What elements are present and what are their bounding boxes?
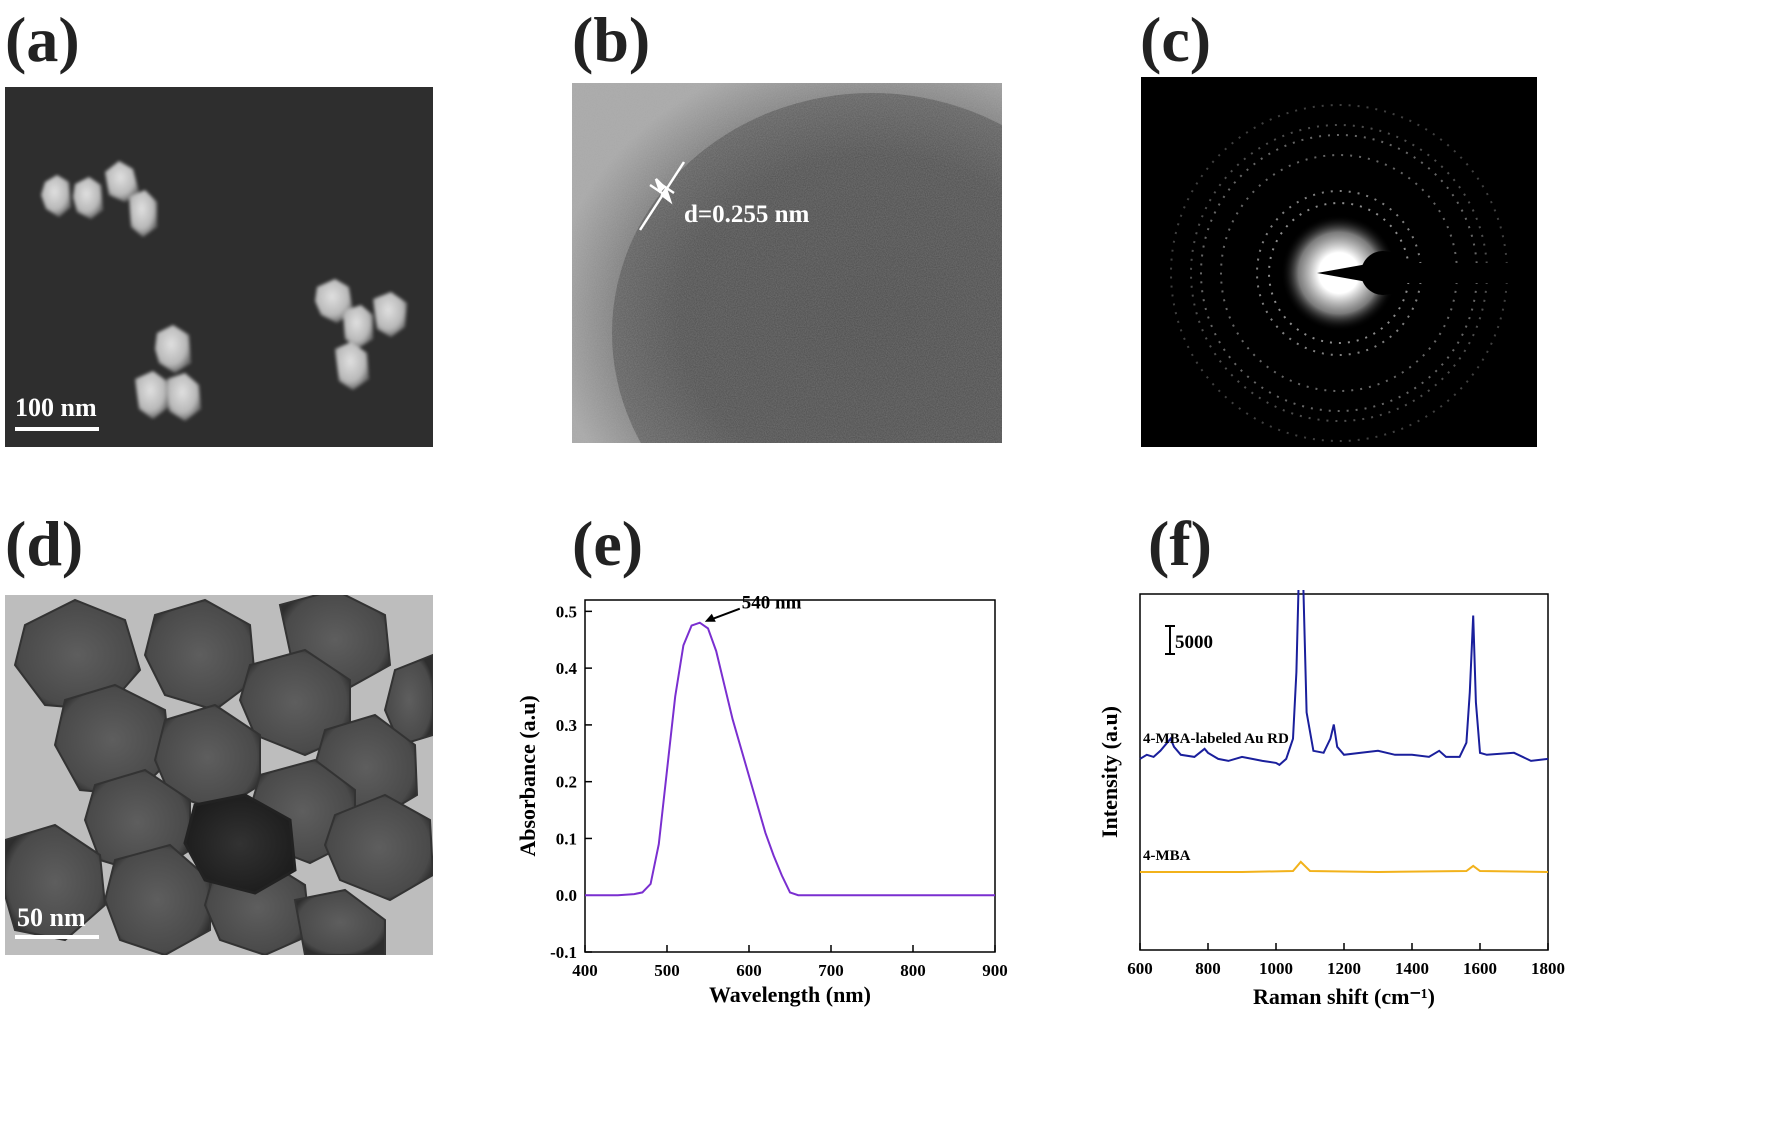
plot-frame-e — [584, 599, 996, 953]
y-axis-label-e: Absorbance (a.u) — [515, 695, 540, 856]
x-tick-label-e: 600 — [736, 961, 762, 980]
annotation-arrowhead-e — [704, 613, 716, 622]
series-label: 4-MBA — [1143, 848, 1191, 864]
scale-bar-d — [15, 935, 99, 939]
panel-label-a: (a) — [5, 4, 80, 75]
panel-label-e: (e) — [572, 508, 644, 579]
panel-label-c: (c) — [1140, 4, 1212, 75]
intensity-scale-label: 5000 — [1175, 632, 1213, 653]
panel-label-b: (b) — [572, 4, 651, 75]
hrtem-texture — [572, 83, 1002, 443]
y-axis-label-f: Intensity (a.u) — [1097, 706, 1122, 838]
raman-chart: 600 800 1000 1200 1400 1600 1800 4-MBA-labeled… — [1095, 505, 1565, 1020]
x-tick-label-f: 800 — [1195, 959, 1221, 978]
sem-image: 100 nm — [5, 87, 433, 447]
scale-bar-label-a: 100 nm — [15, 393, 97, 422]
raman-series-line — [1140, 860, 1549, 874]
y-tick-label-e: 0.3 — [556, 716, 577, 735]
raman-series-line — [1139, 550, 1549, 767]
peak-label-e: 540 nm — [742, 593, 802, 614]
sem-particles — [41, 161, 407, 421]
scale-bar-a — [15, 427, 99, 431]
uv-vis-chart: 400 500 600 700 800 900 -0.1 0.0 0.1 0.2 0.3 0.4 0.5… — [505, 590, 1025, 1020]
peak-annotation-e: 540 nm — [704, 593, 802, 622]
x-tick-label-f: 1400 — [1395, 959, 1429, 978]
x-tick-label-f: 1200 — [1327, 959, 1361, 978]
scale-bar-label-d: 50 nm — [17, 903, 86, 932]
x-tick-label-e: 400 — [572, 961, 598, 980]
x-axis-label-f: Raman shift (cm⁻¹) — [1253, 984, 1435, 1009]
x-tick-label-f: 600 — [1127, 959, 1153, 978]
y-tick-label-e: 0.0 — [556, 886, 577, 905]
d-spacing-annotation: d=0.255 nm — [684, 201, 810, 228]
hrtem-image: d=0.255 nm — [572, 83, 1002, 443]
y-tick-label-e: -0.1 — [550, 943, 577, 962]
x-axis-label-e: Wavelength (nm) — [709, 982, 871, 1007]
y-tick-label-e: 0.1 — [556, 829, 577, 848]
diffraction-rings — [1170, 104, 1537, 442]
x-tick-label-f: 1600 — [1463, 959, 1497, 978]
lattice-spacing-marker — [638, 161, 686, 231]
x-tick-label-f: 1000 — [1259, 959, 1293, 978]
x-tick-label-e: 700 — [818, 961, 844, 980]
saed-pattern — [1141, 77, 1537, 447]
tem-image: 50 nm — [5, 595, 433, 955]
panel-label-f: (f) — [1148, 508, 1212, 579]
x-tick-label-e: 800 — [900, 961, 926, 980]
x-tick-label-e: 500 — [654, 961, 680, 980]
y-tick-label-e: 0.5 — [556, 602, 577, 621]
y-tick-label-e: 0.4 — [556, 659, 578, 678]
raman-svg: 600 800 1000 1200 1400 1600 1800 4-MBA-labeled… — [1097, 505, 1565, 1009]
y-tick-label-e: 0.2 — [556, 773, 577, 792]
panel-label-d: (d) — [5, 508, 84, 579]
absorbance-series-line — [585, 621, 995, 897]
tem-particles — [5, 595, 433, 955]
x-tick-label-e: 900 — [982, 961, 1008, 980]
series-label: 4-MBA-labeled Au RD — [1143, 731, 1289, 747]
uv-vis-svg: 400 500 600 700 800 900 -0.1 0.0 0.1 0.2 0.3 0.4 0.5… — [515, 593, 1008, 1007]
x-tick-label-f: 1800 — [1531, 959, 1565, 978]
